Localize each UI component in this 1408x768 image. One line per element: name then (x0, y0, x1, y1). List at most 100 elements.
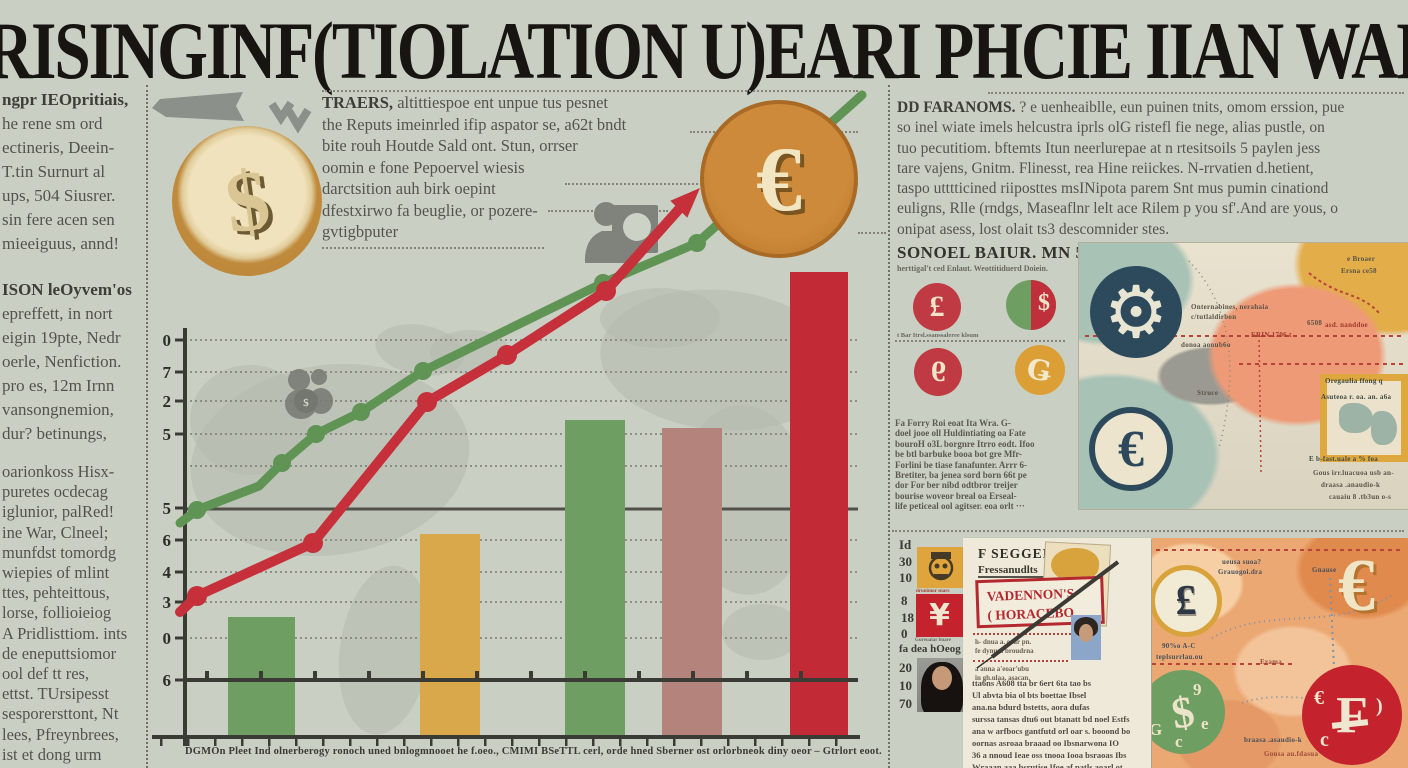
photo-woman-long-hair (917, 658, 967, 712)
section-paragraph: Fa Forry Roi eoat Ita Wra. G- doel jooe … (895, 418, 1035, 512)
tiny-caption: t Bar Itrsl.ssanssaleree klsum (897, 332, 979, 339)
pound-circle-icon: £ (913, 283, 961, 331)
map-label: Gous irr.luacuoa usb an- (1313, 469, 1394, 477)
map-label: asd. nanddoe (1325, 321, 1368, 329)
left-para2-lead: ISON leOyvem'os (2, 280, 132, 299)
euro-badge-icon: € (1089, 407, 1173, 491)
svg-text:5: 5 (163, 425, 172, 444)
svg-text:2: 2 (163, 392, 172, 411)
yen-stamp-icon: ¥ (916, 594, 963, 637)
clipping-collage-panel: F SEGGERARY Fressanudlts VADENNON'S ( HO… (963, 538, 1151, 768)
land-blob (1339, 403, 1373, 433)
margin-numbers-1: Id 30 10 (899, 537, 912, 585)
map-label: ERIN 1706 t (1251, 331, 1292, 339)
center-lead-text: altittiespoe ent unpue tus pesnet the Re… (322, 93, 627, 241)
left-para2: epreffett, in nort eigin 19pte, Nedr oer… (2, 304, 122, 443)
small-glyph: 9 (1193, 680, 1202, 699)
map-label: Gousa au.fdasua (1264, 750, 1319, 758)
map-label: Onternabines, nerahaia (1191, 303, 1269, 311)
svg-text:6: 6 (163, 671, 172, 690)
right-lead-text: ? e uenheaiblle, eun puinen tnits, omom … (897, 99, 1345, 238)
map-labels-layer: ueusa suoa? Grauogoi.dra Gnause 90%o A-C tep… (1152, 538, 1408, 768)
map-label: teplsurrlau.ou (1156, 653, 1203, 661)
center-top-rule (322, 90, 858, 92)
gear-icon: ⚙ (1090, 266, 1182, 358)
franc-circle-icon: F € c ) (1302, 665, 1402, 765)
map-label: Gnause (1312, 566, 1337, 574)
svg-text:0: 0 (163, 331, 172, 350)
map-label: cauaiu 8 .tb3un o-s (1329, 493, 1392, 501)
left-para3: oarionkoss Hisx- puretes ocdecag iglunio… (2, 462, 128, 768)
stamp-caption: Gureuaiar bnare (915, 638, 951, 643)
double-chevron-icon (268, 100, 312, 134)
margin-numbers-3: 20 10 70 (899, 660, 912, 711)
map-label: E b-fast.uale a % foa (1309, 455, 1379, 463)
yen-sign: ¥ (929, 598, 950, 633)
small-glyph: ) (1376, 695, 1383, 717)
map-label: Erama (1260, 658, 1283, 666)
leader-rule-5 (858, 232, 886, 234)
inflation-chart: $ 0 7 2 5 5 6 4 3 0 6 (152, 90, 867, 746)
euro-coin-icon: € (700, 100, 858, 258)
map-label: Oregaulia ffong q (1325, 377, 1383, 385)
needle-graphic (976, 560, 1120, 669)
euro-sign: € (756, 128, 802, 230)
left-para1-lead: ngpr IEOpritiais, (2, 90, 129, 109)
map-label: Struce (1197, 389, 1219, 397)
face (932, 666, 952, 690)
stamp-caption: drunimor snars (916, 589, 950, 594)
stroked-g-glyph: Ǥ (1024, 351, 1056, 389)
map-label: Ersna ce58 (1341, 267, 1377, 275)
gold-currency-circle-icon: Ǥ (1015, 345, 1065, 395)
svg-text:4: 4 (163, 563, 172, 582)
svg-text:3: 3 (163, 593, 172, 612)
left-column-divider (146, 85, 148, 768)
right-top-rule (988, 92, 1404, 94)
left-para1: he rene sm ord ectineris, Deein- T.tin S… (2, 114, 120, 253)
svg-text:0: 0 (163, 629, 172, 648)
section-subheading: herttigal't ced Enlaut. Weottitiduerd Do… (897, 264, 1048, 273)
dollar-split-circle-icon: $ (1006, 280, 1056, 330)
stamp-face (928, 552, 954, 581)
right-column-divider (888, 85, 890, 768)
green-currency-circle-icon: $ 9 G e c (1152, 670, 1225, 754)
small-glyph: c (1175, 732, 1183, 751)
headline: RISINGINF(TIOLATION U)EARI PHCIE IIAN WA… (0, 5, 1408, 97)
pound-sign: £ (929, 290, 945, 323)
map-label: braasa .asaudio-k (1244, 736, 1303, 744)
presenter-icon (584, 202, 658, 263)
map-label: e Broaer (1347, 255, 1376, 263)
orange-map-panel: £ € $ 9 G e c F € c ) ueusa suoa? Grauogo… (1152, 538, 1408, 768)
right-lead-paragraph: DD FARANOMS. ? e uenheaiblle, eun puinen… (897, 98, 1405, 240)
photo-woman-curly-hair (1071, 615, 1101, 660)
clipping-note: a anna a'eoar'ubu in gh.ulaa. asacan. (975, 665, 1031, 682)
dollar-sign: $ (1038, 290, 1050, 316)
lower-section-rule (892, 530, 1404, 532)
map-labels-layer: Onternabines, nerahaia c/tutlaldirbon dono… (1079, 243, 1408, 509)
euro-sign: € (1118, 420, 1144, 478)
svg-text:$: $ (303, 397, 309, 409)
mid-dotted-rule (895, 340, 1065, 342)
red-dotted-rule (973, 633, 1083, 635)
lower-paragraph: tta6ns A608 tta br 6ert 6ta tao bs Ul ab… (972, 665, 1148, 768)
map-label: 90%o A-C (1162, 642, 1196, 650)
map-label: ueusa suoa? (1222, 558, 1262, 566)
map-label: Asuteoa r. oa. an. a6a (1321, 393, 1392, 401)
red-dotted-rule (973, 660, 1068, 662)
map-label: Grauogoi.dra (1218, 568, 1263, 576)
lower-paragraph-text: tta6ns A608 tta br 6ert 6ta tao bs Ul ab… (972, 678, 1131, 768)
flag-icon (152, 92, 244, 121)
small-glyph: e (1201, 714, 1209, 733)
reversed-nine-circle-icon: 9 (914, 348, 962, 396)
reversed-nine-glyph: 9 (930, 355, 946, 388)
svg-text:5: 5 (163, 499, 172, 518)
small-glyph: c (1320, 729, 1329, 751)
byline-label: fa dea hOeog (899, 643, 961, 655)
small-glyph: € (1314, 687, 1324, 709)
center-lead-paragraph: TRAERS, altittiespoe ent unpue tus pesne… (322, 92, 682, 243)
lira-ring-icon: £ (1152, 565, 1222, 637)
euro-glyph-icon: € (1338, 545, 1375, 627)
map-label: donoa aonub6o (1181, 341, 1231, 349)
ochre-ring-map-icon (1320, 374, 1408, 462)
